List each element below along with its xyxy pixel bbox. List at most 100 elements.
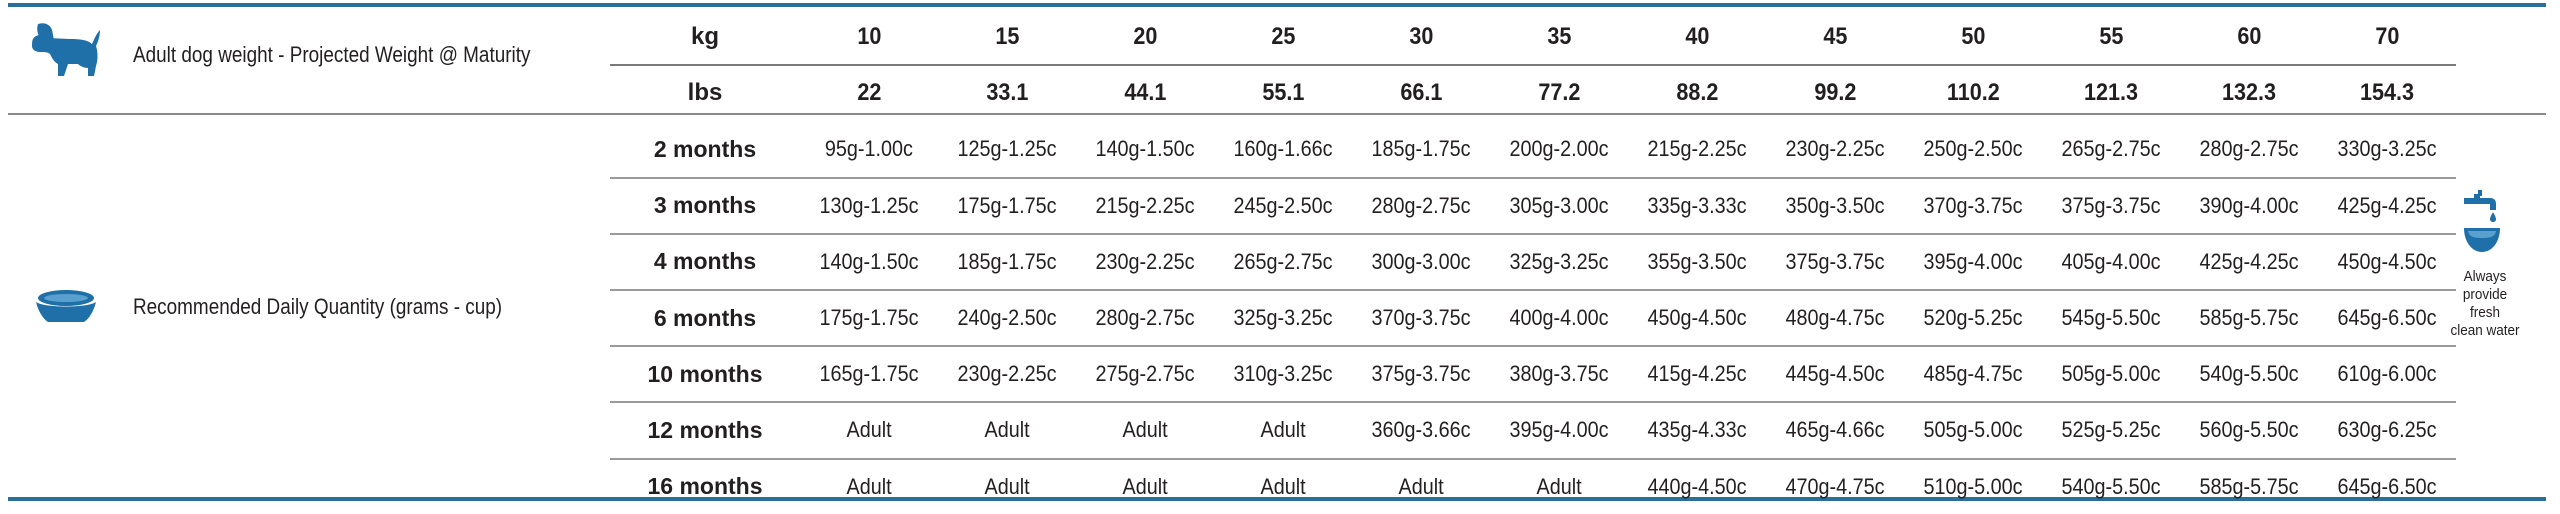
table-cell: 265g-2.75c [2042, 121, 2180, 179]
cell-value: 121.3 [2083, 79, 2139, 107]
water-tap-icon [2464, 190, 2500, 252]
cell-value: 525g-5.25c [2061, 417, 2161, 443]
table-cell: 395g-4.00c [1490, 402, 1628, 460]
cell-value: 505g-5.00c [1923, 417, 2023, 443]
cell-value: 125g-1.25c [957, 136, 1057, 162]
table-cell: 335g-3.33c [1628, 177, 1766, 235]
table-cell: 585g-5.75c [2180, 289, 2318, 348]
cell-value: 70 [2374, 23, 2400, 51]
table-cell: 395g-4.00c [1904, 233, 2042, 291]
cell-value: 370g-3.75c [1923, 192, 2023, 218]
cell-value: 585g-5.75c [2199, 305, 2299, 331]
table-cell: 405g-4.00c [2042, 233, 2180, 291]
cell-value: 230g-2.25c [1785, 136, 1885, 162]
table-cell: 350g-3.50c [1766, 177, 1904, 235]
cell-value: 275g-2.75c [1095, 361, 1195, 387]
table-cell: 450g-4.50c [1628, 289, 1766, 348]
table-cell: 280g-2.75c [1076, 289, 1214, 348]
bottom-rule [8, 497, 2546, 501]
table-cell: 200g-2.00c [1490, 121, 1628, 179]
table-cell: 280g-2.75c [2180, 121, 2318, 179]
row-header: 16 months [647, 473, 763, 500]
row-header: 2 months [610, 121, 800, 179]
table-cell: 66.1 [1352, 65, 1490, 123]
row-header: 6 months [610, 289, 800, 348]
table-cell: 185g-1.75c [938, 233, 1076, 291]
table-cell: 435g-4.33c [1628, 402, 1766, 460]
table-cell: 10 [800, 10, 938, 67]
table-cell: 44.1 [1076, 65, 1214, 123]
quantity-label: Recommended Daily Quantity (grams - cup) [133, 294, 503, 319]
table-row: 2 months 95g-1.00c 125g-1.25c 140g-1.50c 160… [610, 121, 2456, 179]
cell-value: 130g-1.25c [819, 192, 919, 218]
cell-value: 60 [2236, 23, 2262, 51]
cell-value: 265g-2.75c [1233, 248, 1333, 274]
cell-value: 185g-1.75c [1371, 136, 1471, 162]
cell-value: Adult [984, 417, 1030, 443]
cell-value: 230g-2.25c [957, 361, 1057, 387]
table-cell: 465g-4.66c [1766, 402, 1904, 460]
cell-value: 250g-2.50c [1923, 136, 2023, 162]
table-cell: 55.1 [1214, 65, 1352, 123]
table-cell: 140g-1.50c [1076, 121, 1214, 179]
feeding-table: kg 10 15 20 25 30 35 40 45 50 55 60 70 lbs 22 33.1 44.1 5… [610, 10, 2456, 514]
table-cell: 375g-3.75c [1352, 346, 1490, 404]
table-cell: 25 [1214, 10, 1352, 67]
table-cell: 630g-6.25c [2318, 402, 2456, 460]
cell-value: 230g-2.25c [1095, 248, 1195, 274]
table-cell: 610g-6.00c [2318, 346, 2456, 404]
cell-value: 645g-6.50c [2337, 305, 2437, 331]
table-cell: 95g-1.00c [800, 121, 938, 179]
table-cell: Adult [1490, 459, 1628, 514]
table-cell: 125g-1.25c [938, 121, 1076, 179]
cell-value: 445g-4.50c [1785, 361, 1885, 387]
cell-value: 99.2 [1813, 79, 1857, 107]
table-cell: 400g-4.00c [1490, 289, 1628, 348]
cell-value: 375g-3.75c [2061, 192, 2161, 218]
table-row: 4 months 140g-1.50c 185g-1.75c 230g-2.25c 26… [610, 233, 2456, 291]
cell-value: 280g-2.75c [2199, 136, 2299, 162]
cell-value: 390g-4.00c [2199, 192, 2299, 218]
table-cell: 230g-2.25c [938, 346, 1076, 404]
cell-value: 66.1 [1399, 79, 1443, 107]
row-header: 3 months [610, 177, 800, 235]
table-cell: 325g-3.25c [1490, 233, 1628, 291]
table-cell: 540g-5.50c [2042, 459, 2180, 514]
cell-value: 35 [1546, 23, 1572, 51]
top-rule [8, 3, 2546, 7]
table-cell: 175g-1.75c [800, 289, 938, 348]
cell-value: 395g-4.00c [1923, 248, 2023, 274]
cell-value: Adult [1122, 417, 1168, 443]
table-cell: 99.2 [1766, 65, 1904, 123]
cell-value: 33.1 [985, 79, 1029, 107]
cell-value: 215g-2.25c [1647, 136, 1747, 162]
table-cell: 20 [1076, 10, 1214, 67]
table-cell: 585g-5.75c [2180, 459, 2318, 514]
cell-value: 335g-3.33c [1647, 192, 1747, 218]
dog-icon [32, 23, 100, 76]
cell-value: 425g-4.25c [2199, 248, 2299, 274]
water-note-line: Always [2463, 268, 2507, 285]
row-header: 12 months [610, 402, 800, 460]
cell-value: 440g-4.50c [1647, 473, 1747, 499]
row-header: 10 months [610, 346, 800, 404]
table-cell: 40 [1628, 10, 1766, 67]
cell-value: Adult [1398, 473, 1444, 499]
table-cell: 415g-4.25c [1628, 346, 1766, 404]
table-cell: 485g-4.75c [1904, 346, 2042, 404]
table-cell: 520g-5.25c [1904, 289, 2042, 348]
table-cell: 560g-5.50c [2180, 402, 2318, 460]
table-cell: 132.3 [2180, 65, 2318, 123]
table-cell: 165g-1.75c [800, 346, 938, 404]
table-cell: 77.2 [1490, 65, 1628, 123]
cell-value: 44.1 [1123, 79, 1167, 107]
table-row: 3 months 130g-1.25c 175g-1.75c 215g-2.25c 24… [610, 177, 2456, 235]
table-cell: 525g-5.25c [2042, 402, 2180, 460]
cell-value: 375g-3.75c [1371, 361, 1471, 387]
table-cell: 33.1 [938, 65, 1076, 123]
table-row: 16 months Adult Adult Adult Adult Adult Adult 4… [610, 459, 2456, 514]
cell-value: 50 [1960, 23, 1986, 51]
table-row: 6 months 175g-1.75c 240g-2.50c 280g-2.75c 32… [610, 289, 2456, 348]
cell-value: 215g-2.25c [1095, 192, 1195, 218]
cell-value: 305g-3.00c [1509, 192, 1609, 218]
